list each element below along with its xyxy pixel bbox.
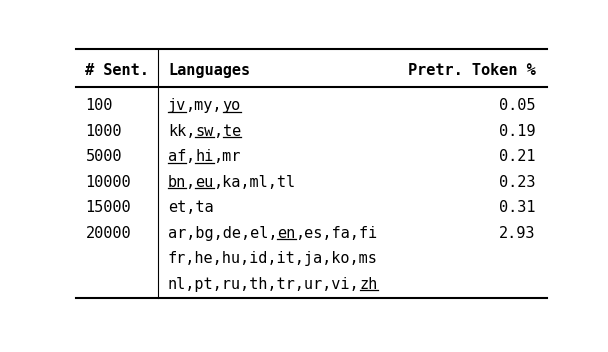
Text: # Sent.: # Sent. (85, 63, 150, 78)
Text: nl,pt,ru,th,tr,ur,vi,: nl,pt,ru,th,tr,ur,vi, (168, 277, 359, 291)
Text: ,: , (186, 149, 195, 164)
Text: zh: zh (359, 277, 378, 291)
Text: jv: jv (168, 99, 186, 113)
Text: 0.21: 0.21 (499, 149, 536, 164)
Text: 0.31: 0.31 (499, 200, 536, 215)
Text: et,ta: et,ta (168, 200, 213, 215)
Text: sw: sw (195, 124, 213, 139)
Text: yo: yo (223, 99, 241, 113)
Text: 0.05: 0.05 (499, 99, 536, 113)
Text: ,ka,ml,tl: ,ka,ml,tl (213, 175, 295, 190)
Text: 20000: 20000 (85, 226, 131, 240)
Text: en: en (277, 226, 295, 240)
Text: bn: bn (168, 175, 186, 190)
Text: Languages: Languages (168, 63, 250, 78)
Text: ,mr: ,mr (213, 149, 241, 164)
Text: ,: , (213, 124, 223, 139)
Text: 5000: 5000 (85, 149, 122, 164)
Text: 100: 100 (85, 99, 113, 113)
Text: 10000: 10000 (85, 175, 131, 190)
Text: ,es,fa,fi: ,es,fa,fi (295, 226, 378, 240)
Text: 2.93: 2.93 (499, 226, 536, 240)
Text: 15000: 15000 (85, 200, 131, 215)
Text: 0.23: 0.23 (499, 175, 536, 190)
Text: 1000: 1000 (85, 124, 122, 139)
Text: te: te (223, 124, 241, 139)
Text: fr,he,hu,id,it,ja,ko,ms: fr,he,hu,id,it,ja,ko,ms (168, 251, 378, 266)
Text: ,my,: ,my, (186, 99, 223, 113)
Text: ar,bg,de,el,: ar,bg,de,el, (168, 226, 277, 240)
Text: Pretr. Token %: Pretr. Token % (408, 63, 536, 78)
Text: kk,: kk, (168, 124, 195, 139)
Text: hi: hi (195, 149, 213, 164)
Text: af: af (168, 149, 186, 164)
Text: ,: , (186, 175, 195, 190)
Text: eu: eu (195, 175, 213, 190)
Text: 0.19: 0.19 (499, 124, 536, 139)
